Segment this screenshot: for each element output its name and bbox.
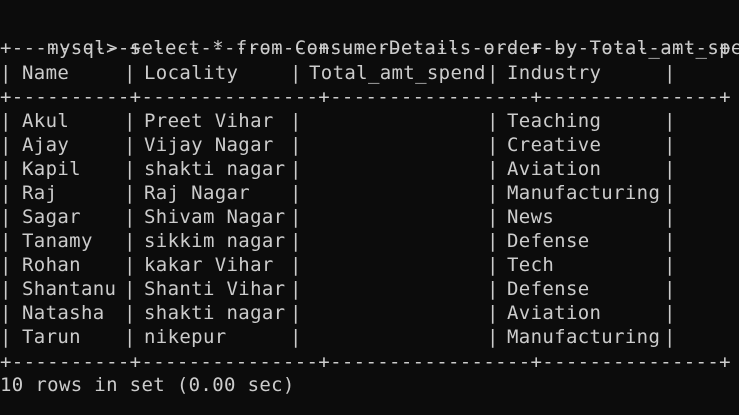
column-separator: | [290, 62, 302, 84]
column-separator: | [0, 254, 12, 276]
column-separator: | [290, 134, 302, 156]
column-separator: | [0, 62, 12, 84]
column-separator: | [487, 326, 499, 348]
column-separator: | [487, 254, 499, 276]
column-separator: | [487, 134, 499, 156]
column-separator: | [487, 278, 499, 300]
column-separator: | [664, 254, 676, 276]
cell-industry: Defense [507, 230, 590, 252]
mysql-prompt: mysql> [47, 37, 118, 59]
column-separator: | [664, 326, 676, 348]
column-separator: | [487, 62, 499, 84]
cell-industry: Creative [507, 134, 602, 156]
cell-industry: Aviation [507, 158, 602, 180]
cell-locality: Raj Nagar [144, 182, 251, 204]
column-separator: | [487, 158, 499, 180]
column-separator: | [664, 182, 676, 204]
cell-name: Shantanu [22, 278, 117, 300]
column-separator: | [290, 158, 302, 180]
column-header-name: Name [22, 62, 70, 84]
column-separator: | [124, 134, 136, 156]
result-footer: 10 rows in set (0.00 sec) [0, 374, 295, 396]
cell-name: Akul [22, 110, 70, 132]
cell-industry: Teaching [507, 110, 602, 132]
cell-locality: kakar Vihar [144, 254, 274, 276]
column-separator: | [0, 110, 12, 132]
cell-locality: shakti nagar [144, 158, 286, 180]
column-separator: | [124, 158, 136, 180]
cell-name: Ajay [22, 134, 70, 156]
cell-name: Natasha [22, 302, 105, 324]
cell-industry: Aviation [507, 302, 602, 324]
cell-industry: Manufacturing [507, 326, 661, 348]
cell-industry: Manufacturing [507, 182, 661, 204]
cell-locality: shakti nagar [144, 302, 286, 324]
column-separator: | [124, 278, 136, 300]
cell-locality: Vijay Nagar [144, 134, 274, 156]
column-separator: | [124, 326, 136, 348]
column-separator: | [124, 254, 136, 276]
cell-locality: Shanti Vihar [144, 278, 286, 300]
cell-industry: News [507, 206, 555, 228]
cell-locality: Shivam Nagar [144, 206, 286, 228]
command-line: mysql> select * from ConsumerDetails ord… [0, 12, 739, 59]
cell-name: Tarun [22, 326, 81, 348]
column-separator: | [0, 326, 12, 348]
column-separator: | [0, 302, 12, 324]
table-border-header: +----------+---------------+------------… [0, 86, 731, 108]
column-separator: | [290, 302, 302, 324]
column-separator: | [487, 110, 499, 132]
column-separator: | [124, 302, 136, 324]
column-separator: | [0, 182, 12, 204]
column-separator: | [487, 230, 499, 252]
column-separator: | [664, 278, 676, 300]
column-separator: | [290, 254, 302, 276]
cell-name: Rohan [22, 254, 81, 276]
cell-name: Raj [22, 182, 58, 204]
column-separator: | [664, 134, 676, 156]
column-separator: | [290, 230, 302, 252]
cell-name: Sagar [22, 206, 81, 228]
column-separator: | [124, 206, 136, 228]
cell-industry: Defense [507, 278, 590, 300]
column-separator: | [664, 62, 676, 84]
column-separator: | [487, 206, 499, 228]
column-separator: | [124, 182, 136, 204]
cell-name: Kapil [22, 158, 81, 180]
table-border-top: +----------+---------------+------------… [0, 37, 731, 59]
cell-locality: sikkim nagar [144, 230, 286, 252]
table-header-row: | Name | Locality | Total_amt_spend | In… [0, 61, 675, 85]
column-separator: | [664, 230, 676, 252]
column-separator: | [290, 206, 302, 228]
column-separator: | [0, 158, 12, 180]
column-separator: | [664, 302, 676, 324]
column-separator: | [664, 158, 676, 180]
column-separator: | [290, 326, 302, 348]
column-separator: | [664, 110, 676, 132]
column-header-locality: Locality [144, 62, 239, 84]
column-separator: | [290, 110, 302, 132]
sql-command: select * from ConsumerDetails order by T… [129, 37, 739, 59]
column-separator: | [0, 278, 12, 300]
column-separator: | [290, 182, 302, 204]
column-header-total-amt-spend: Total_amt_spend [309, 62, 486, 84]
column-separator: | [124, 110, 136, 132]
column-separator: | [0, 134, 12, 156]
column-separator: | [0, 230, 12, 252]
cell-name: Tanamy [22, 230, 93, 252]
cell-industry: Tech [507, 254, 555, 276]
column-separator: | [290, 278, 302, 300]
column-separator: | [124, 62, 136, 84]
column-header-industry: Industry [507, 62, 602, 84]
column-separator: | [487, 302, 499, 324]
column-separator: | [0, 206, 12, 228]
column-separator: | [664, 206, 676, 228]
column-separator: | [487, 182, 499, 204]
table-border-bottom: +----------+---------------+------------… [0, 351, 731, 373]
cell-locality: nikepur [144, 326, 227, 348]
column-separator: | [124, 230, 136, 252]
cell-locality: Preet Vihar [144, 110, 274, 132]
